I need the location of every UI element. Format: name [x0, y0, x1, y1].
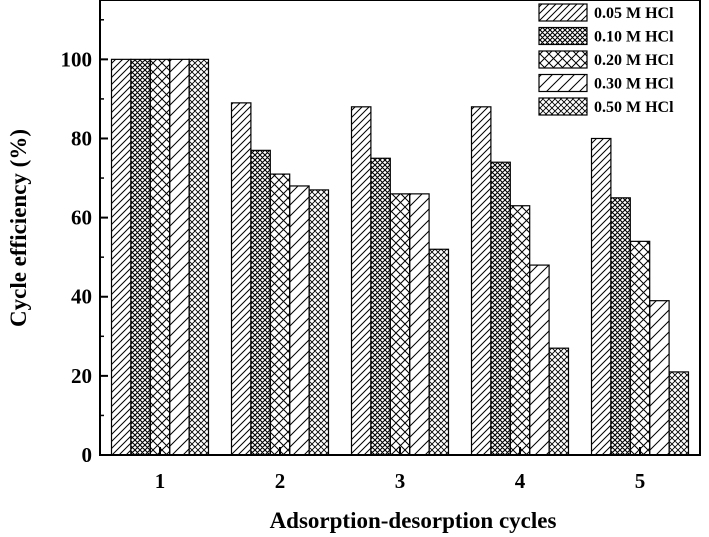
legend-swatch — [538, 73, 588, 93]
y-tick-label: 60 — [71, 206, 92, 230]
legend-label: 0.30 M HCl — [594, 76, 674, 93]
x-tick-label: 5 — [635, 469, 646, 493]
legend-swatch — [538, 3, 588, 22]
legend-label: 0.50 M HCl — [594, 99, 674, 116]
legend: 0.05 M HCl 0.10 M HCl 0.20 M HCl 0.30 M HCl… — [538, 3, 674, 116]
bar-2-cycle-2 — [250, 149, 271, 456]
bar-1-cycle-4 — [470, 106, 492, 456]
legend-label: 0.10 M HCl — [594, 29, 674, 46]
y-tick-label: 40 — [71, 285, 92, 309]
legend-label: 0.20 M HCl — [594, 52, 674, 69]
plot-area: 0 20 40 60 80 100 1 2 3 4 5 — [61, 0, 701, 493]
bar-3-cycle-2 — [269, 173, 291, 456]
bar-1-cycle-1 — [110, 58, 132, 456]
bar-2-cycle-4 — [490, 161, 511, 456]
y-tick-label: 80 — [71, 126, 92, 150]
bar-1-cycle-3 — [350, 106, 372, 456]
bar-3-cycle-3 — [389, 193, 411, 456]
bar-2-cycle-1 — [130, 58, 151, 456]
bar-3-cycle-5 — [629, 240, 651, 456]
bar-3-cycle-4 — [509, 205, 531, 456]
y-tick-label: 20 — [71, 364, 92, 388]
bar-4-cycle-5 — [649, 300, 670, 456]
bar-4-cycle-3 — [409, 193, 430, 456]
y-tick-label: 0 — [82, 443, 93, 467]
legend-swatch — [538, 26, 588, 46]
bar-1-cycle-5 — [590, 137, 612, 456]
bar-5-cycle-5 — [668, 371, 690, 456]
legend-swatch — [538, 50, 588, 69]
x-tick-label: 1 — [155, 469, 166, 493]
x-tick-label: 4 — [515, 469, 526, 493]
bar-2-cycle-3 — [370, 157, 391, 456]
bar-5-cycle-1 — [188, 58, 210, 456]
bar-5-cycle-4 — [548, 347, 570, 456]
x-axis-title: Adsorption-desorption cycles — [270, 508, 557, 533]
bar-3-cycle-1 — [149, 58, 171, 456]
y-axis-title: Cycle efficiency (%) — [6, 129, 31, 327]
bar-5-cycle-2 — [308, 189, 330, 456]
legend-swatch — [538, 97, 588, 116]
bar-2-cycle-5 — [610, 197, 631, 456]
legend-label: 0.05 M HCl — [594, 5, 674, 22]
bar-4-cycle-2 — [289, 185, 310, 456]
bar-5-cycle-3 — [428, 248, 450, 456]
bar-1-cycle-2 — [230, 102, 252, 456]
x-tick-label: 3 — [395, 469, 406, 493]
bar-4-cycle-4 — [529, 264, 550, 456]
bar-4-cycle-1 — [169, 58, 190, 456]
y-tick-label: 100 — [61, 47, 93, 71]
x-tick-label: 2 — [275, 469, 286, 493]
